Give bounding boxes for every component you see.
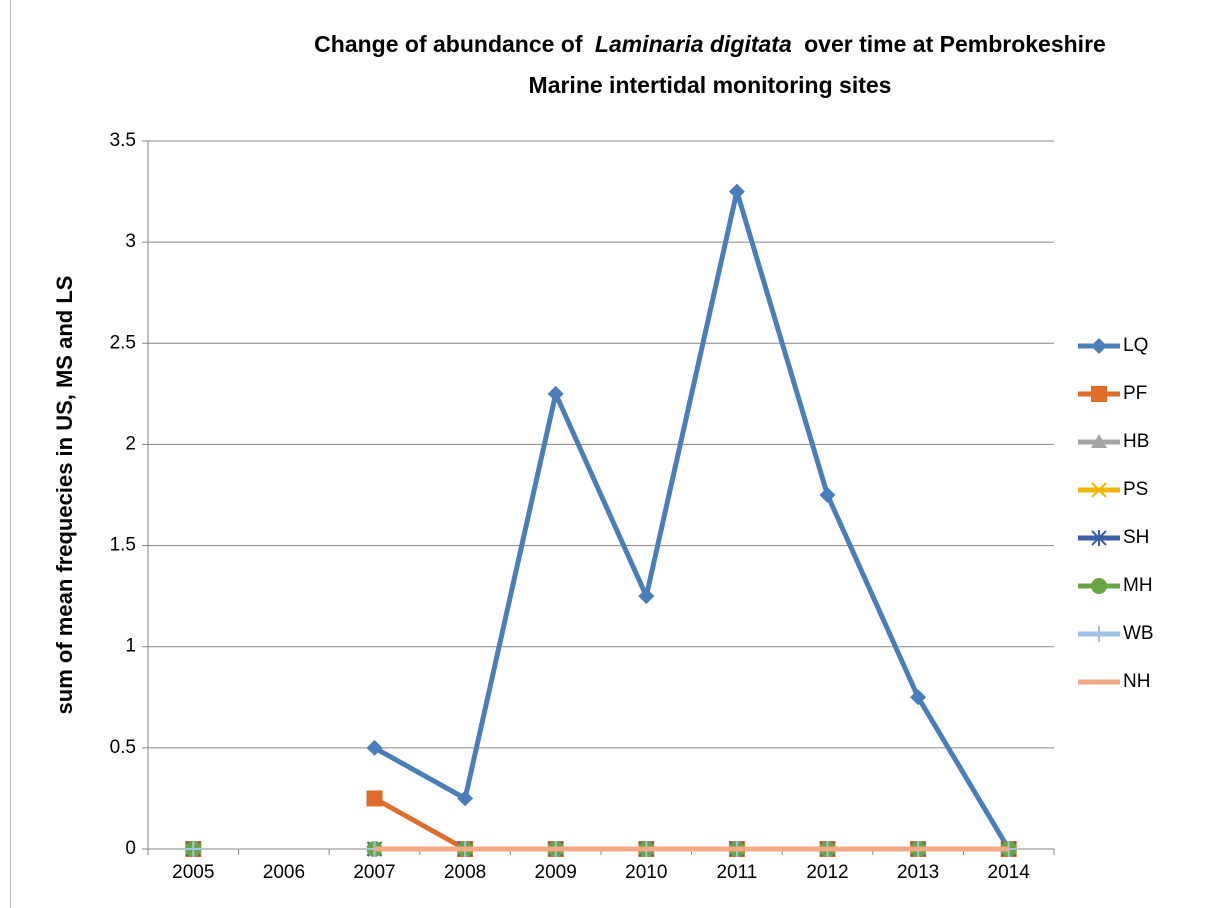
data-point xyxy=(547,385,564,402)
y-axis-label: sum of mean frequecies in US, MS and LS xyxy=(52,276,77,715)
y-tick-label: 1.5 xyxy=(110,535,136,556)
legend-marker xyxy=(1091,434,1107,448)
x-tick-label: 2008 xyxy=(444,862,486,883)
x-tick-label: 2010 xyxy=(625,862,667,883)
legend-label: LQ xyxy=(1123,335,1148,356)
data-point xyxy=(819,487,836,503)
x-tick-label: 2006 xyxy=(263,862,305,883)
legend-marker xyxy=(1091,626,1107,642)
legend-label: WB xyxy=(1123,623,1154,644)
title-italic: Laminaria digitata xyxy=(595,31,792,57)
y-tick-label: 0 xyxy=(125,838,136,859)
data-point xyxy=(366,790,383,807)
data-point xyxy=(728,183,745,200)
legend-label: PS xyxy=(1123,479,1148,500)
x-tick-label: 2007 xyxy=(353,862,395,883)
legend-marker xyxy=(1091,386,1107,402)
data-point xyxy=(366,739,383,756)
title-part: over time at Pembrokeshire xyxy=(804,31,1106,57)
chart-title: Marine intertidal monitoring sites xyxy=(529,72,892,98)
x-tick-label: 2013 xyxy=(897,862,939,883)
data-point xyxy=(457,790,474,807)
y-tick-label: 1 xyxy=(125,636,136,657)
x-tick-label: 2005 xyxy=(172,862,214,883)
legend-label: NH xyxy=(1123,671,1150,692)
x-tick-label: 2011 xyxy=(716,862,757,883)
data-point xyxy=(638,588,655,605)
data-point xyxy=(910,689,927,706)
x-tick-label: 2012 xyxy=(806,862,848,883)
legend-label: HB xyxy=(1123,431,1149,452)
title-part: Change of abundance of xyxy=(314,31,583,57)
y-tick-label: 0.5 xyxy=(110,737,136,758)
chart-title: Change of abundance of Laminaria digitat… xyxy=(314,31,1106,57)
legend-label: PF xyxy=(1123,383,1147,404)
series-line xyxy=(373,189,1011,851)
y-tick-label: 3.5 xyxy=(110,130,136,151)
data-point xyxy=(185,841,202,857)
legend-label: MH xyxy=(1123,575,1153,596)
legend-marker xyxy=(1091,338,1107,354)
x-tick-label: 2009 xyxy=(535,862,577,883)
legend-marker xyxy=(1091,578,1107,594)
legend-marker xyxy=(1091,482,1107,498)
x-tick-label: 2014 xyxy=(988,862,1031,883)
y-tick-label: 2 xyxy=(125,433,136,454)
y-tick-label: 3 xyxy=(125,231,136,252)
legend-marker xyxy=(1091,530,1107,546)
y-tick-label: 2.5 xyxy=(110,332,136,353)
legend-label: SH xyxy=(1123,527,1149,548)
